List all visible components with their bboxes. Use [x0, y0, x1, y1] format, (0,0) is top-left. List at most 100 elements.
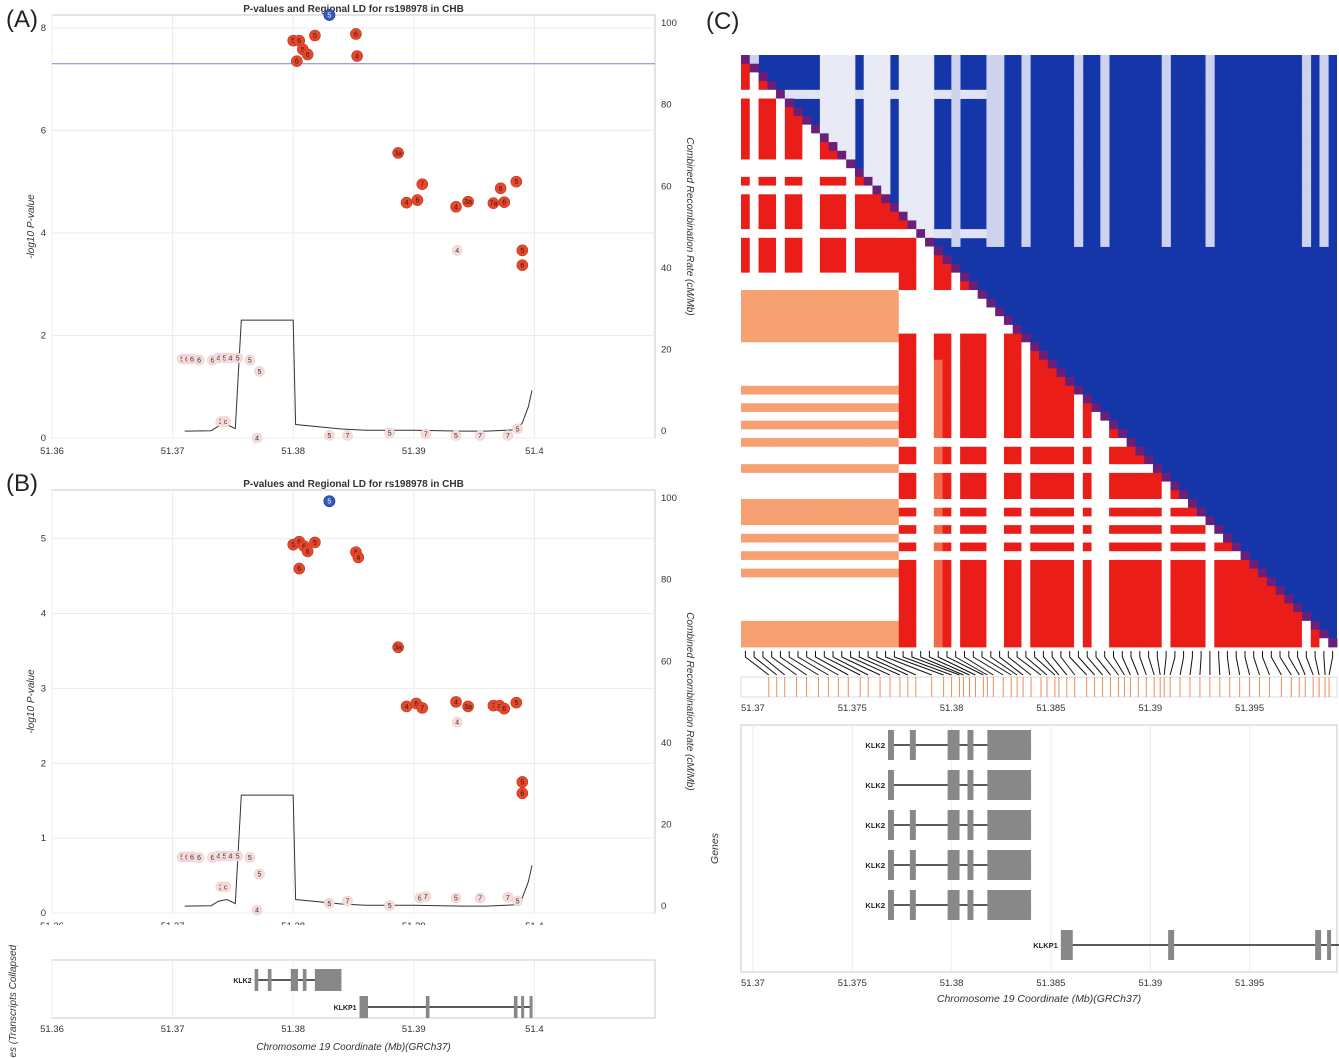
heatmap-cell [995, 525, 1005, 535]
heatmap-cell [951, 63, 961, 73]
x-tick-label: 51.4 [525, 921, 544, 925]
heatmap-cell [802, 394, 812, 404]
heatmap-cell [793, 159, 803, 169]
heatmap-cell [960, 333, 970, 343]
gene-exon [947, 810, 960, 840]
heatmap-cell [863, 455, 873, 465]
heatmap-cell [942, 586, 952, 596]
snp-point-label: 5 [516, 426, 520, 433]
heatmap-cell [863, 577, 873, 587]
heatmap-cell [784, 411, 794, 422]
heatmap-cell [881, 55, 891, 65]
gene-exon [888, 850, 894, 880]
heatmap-cell [1310, 620, 1320, 630]
heatmap-cell [758, 263, 768, 274]
heatmap-cell [907, 333, 917, 343]
heatmap-cell [802, 525, 812, 535]
heatmap-cell [776, 603, 786, 613]
heatmap-cell [977, 377, 987, 387]
heatmap-cell [933, 455, 943, 465]
heatmap-cell [1258, 577, 1268, 587]
heatmap-cell [986, 229, 996, 239]
heatmap-cell [1126, 516, 1136, 526]
heatmap-cell [951, 411, 961, 422]
heatmap-cell [828, 185, 838, 195]
heatmap-cell [776, 377, 786, 387]
heatmap-cell [1214, 525, 1224, 535]
x-tick-label: 51.385 [1036, 703, 1065, 714]
heatmap-cell [1021, 133, 1031, 143]
heatmap-cell [758, 203, 768, 213]
heatmap-cell [968, 542, 979, 552]
heatmap-cell [1161, 220, 1171, 230]
heatmap-cell [828, 81, 838, 91]
heatmap-cell [767, 133, 777, 143]
gene-exon [888, 730, 894, 760]
heatmap-cell [767, 594, 777, 604]
heatmap-cell [1205, 63, 1215, 73]
heatmap-cell [951, 220, 961, 230]
heatmap-cell [925, 438, 935, 448]
heatmap-cell [925, 272, 935, 282]
heatmap-cell [854, 176, 865, 186]
heatmap-cell [863, 98, 873, 108]
heatmap-cell [767, 290, 777, 300]
heatmap-cell [951, 620, 961, 630]
heatmap-cell [1047, 629, 1057, 639]
heatmap-cell [776, 316, 786, 326]
snp-point-low-ld: 4 [251, 432, 263, 444]
x-tick-label: 51.39 [1138, 703, 1162, 714]
heatmap-cell [968, 403, 979, 413]
heatmap-cell [863, 420, 873, 430]
snp-position-strip [740, 676, 1338, 698]
snp-point-low-ld: 5 [512, 423, 523, 435]
heatmap-cell [1100, 194, 1110, 204]
heatmap-cell [898, 133, 908, 143]
heatmap-cell [1196, 620, 1206, 630]
heatmap-cell [1003, 333, 1014, 343]
heatmap-cell [907, 472, 917, 482]
heatmap-cell [784, 586, 794, 596]
snp-point-label: 6 [499, 186, 503, 193]
heatmap-cell [925, 499, 935, 509]
heatmap-cell [1205, 81, 1215, 91]
heatmap-cell [907, 568, 917, 578]
heatmap-cell [1249, 620, 1259, 630]
heatmap-cell [1021, 333, 1031, 343]
heatmap-cell [907, 63, 917, 73]
heatmap-cell [1205, 638, 1215, 648]
heatmap-cell [907, 290, 917, 300]
heatmap-cell [1161, 551, 1171, 561]
snp-connector [1262, 651, 1270, 676]
heatmap-cell [1030, 342, 1040, 352]
heatmap-cell [1065, 481, 1075, 491]
heatmap-cell [741, 324, 751, 334]
heatmap-cell [951, 359, 961, 369]
heatmap-cell [1039, 551, 1049, 561]
heatmap-cell [1056, 411, 1066, 422]
heatmap-cell [784, 438, 794, 448]
snp-point-marker [193, 354, 205, 366]
snp-point-marker [451, 716, 463, 728]
snp-point-marker [411, 194, 424, 206]
heatmap-cell [1074, 55, 1084, 65]
heatmap-cell [1100, 229, 1110, 239]
heatmap-cell [854, 603, 865, 613]
heatmap-cell [890, 237, 900, 247]
snp-point-label: 5 [514, 179, 518, 186]
heatmap-cell [811, 368, 821, 378]
heatmap-cell [1056, 516, 1066, 526]
heatmap-cell [784, 255, 794, 265]
heatmap-cell [802, 472, 812, 482]
heatmap-cell [925, 420, 935, 430]
snp-connector [1199, 651, 1202, 676]
snp-point-label: 6 [520, 263, 524, 270]
heatmap-cell [1047, 568, 1057, 578]
heatmap-cell [1012, 638, 1022, 648]
heatmap-cell [837, 263, 847, 274]
heatmap-cell [1117, 638, 1128, 648]
heatmap-cell [1126, 533, 1136, 543]
heatmap-cell [811, 464, 821, 474]
snp-connector-lines [744, 651, 1334, 676]
heatmap-cell [1082, 629, 1092, 639]
